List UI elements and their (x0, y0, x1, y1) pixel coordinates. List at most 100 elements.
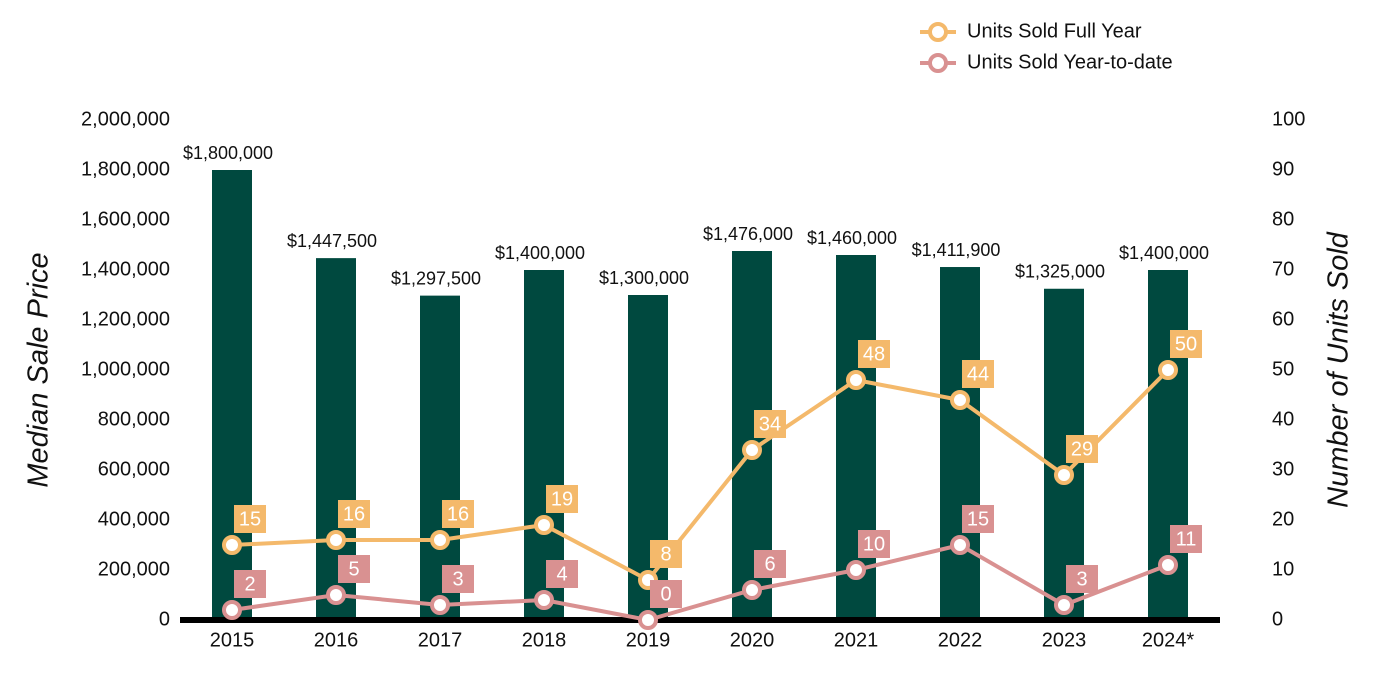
point-label: 44 (967, 363, 989, 385)
x-tick-label: 2017 (418, 629, 463, 651)
y2-tick-label: 100 (1272, 108, 1305, 130)
point-label: 10 (863, 533, 885, 555)
point (222, 535, 242, 555)
legend-marker (928, 53, 948, 73)
point (742, 440, 762, 460)
y-tick-label: 0 (159, 608, 170, 630)
point-label: 48 (863, 343, 885, 365)
y-axis-title: Median Sale Price (23, 252, 55, 487)
point (638, 610, 658, 630)
y2-tick-label: 10 (1272, 558, 1294, 580)
point (430, 530, 450, 550)
bar-value-label: $1,400,000 (495, 243, 585, 263)
x-tick-label: 2015 (210, 629, 255, 651)
point-label-box (338, 500, 370, 528)
bar-value-label: $1,400,000 (1119, 243, 1209, 263)
point-label: 15 (967, 508, 989, 530)
x-tick-label: 2020 (730, 629, 775, 651)
line (231, 368, 1170, 583)
point-label: 11 (1176, 528, 1197, 550)
point-label-box (1170, 330, 1202, 358)
point-label-box (650, 540, 682, 568)
point-label: 16 (447, 503, 469, 525)
point (846, 560, 866, 580)
point-label-box (1170, 525, 1202, 553)
y2-axis-title: Number of Units Sold (1323, 231, 1355, 507)
point-label-box (546, 485, 578, 513)
bar-value-label: $1,297,500 (391, 268, 481, 288)
y-tick-label: 1,200,000 (81, 308, 170, 330)
point-label-box (754, 550, 786, 578)
point-label: 0 (660, 583, 671, 605)
x-tick-label: 2018 (522, 629, 567, 651)
y-tick-label: 1,800,000 (81, 158, 170, 180)
point (534, 590, 554, 610)
y2-tick-label: 80 (1272, 208, 1294, 230)
y-tick-label: 200,000 (98, 558, 170, 580)
point-label-box (650, 580, 682, 608)
x-tick-label: 2024* (1142, 629, 1194, 651)
bar-value-label: $1,460,000 (807, 228, 897, 248)
point-label-box (858, 530, 890, 558)
point-label: 29 (1071, 438, 1093, 460)
y2-tick-label: 30 (1272, 458, 1294, 480)
y2-tick-label: 20 (1272, 508, 1294, 530)
point (1158, 555, 1178, 575)
bar-value-label: $1,800,000 (183, 143, 273, 163)
point (534, 515, 554, 535)
point-label-box (234, 570, 266, 598)
x-tick-label: 2023 (1042, 629, 1087, 651)
point-label-box (546, 560, 578, 588)
y2-tick-label: 50 (1272, 358, 1294, 380)
point-label: 4 (556, 563, 567, 585)
point-label-box (1066, 565, 1098, 593)
y-tick-label: 800,000 (98, 408, 170, 430)
point-label: 19 (551, 488, 573, 510)
y2-tick-label: 70 (1272, 258, 1294, 280)
legend-marker (928, 22, 948, 42)
bar-value-label: $1,476,000 (703, 224, 793, 244)
point-label-box (234, 505, 266, 533)
y-tick-label: 1,400,000 (81, 258, 170, 280)
point-label: 6 (764, 553, 775, 575)
point (1054, 465, 1074, 485)
point-label: 2 (244, 573, 255, 595)
point-label: 50 (1175, 333, 1197, 355)
point (1054, 595, 1074, 615)
point-label: 15 (239, 508, 261, 530)
x-tick-label: 2016 (314, 629, 359, 651)
y-tick-label: 2,000,000 (81, 108, 170, 130)
x-tick-label: 2022 (938, 629, 983, 651)
point-label-box (858, 340, 890, 368)
point (950, 390, 970, 410)
point-label-box (1066, 435, 1098, 463)
point (430, 595, 450, 615)
y2-tick-label: 0 (1272, 608, 1283, 630)
bar-value-label: $1,411,900 (912, 240, 1001, 260)
point (326, 530, 346, 550)
y2-tick-label: 60 (1272, 308, 1294, 330)
legend-label: Units Sold Full Year (967, 20, 1142, 42)
bar (836, 255, 876, 620)
point-label: 8 (660, 543, 671, 565)
point (326, 585, 346, 605)
point-label: 34 (759, 413, 781, 435)
y2-tick-label: 90 (1272, 158, 1294, 180)
point-label: 16 (343, 503, 365, 525)
point (846, 370, 866, 390)
bar-value-label: $1,447,500 (287, 231, 377, 251)
legend-label: Units Sold Year-to-date (967, 51, 1173, 73)
y-tick-label: 1,000,000 (81, 358, 170, 380)
point-label-box (962, 360, 994, 388)
point-label: 5 (348, 558, 359, 580)
point (742, 580, 762, 600)
point (222, 600, 242, 620)
y2-tick-label: 40 (1272, 408, 1294, 430)
point (950, 535, 970, 555)
point-label-box (442, 565, 474, 593)
point (1158, 360, 1178, 380)
point-label-box (442, 500, 474, 528)
bar (940, 267, 980, 620)
